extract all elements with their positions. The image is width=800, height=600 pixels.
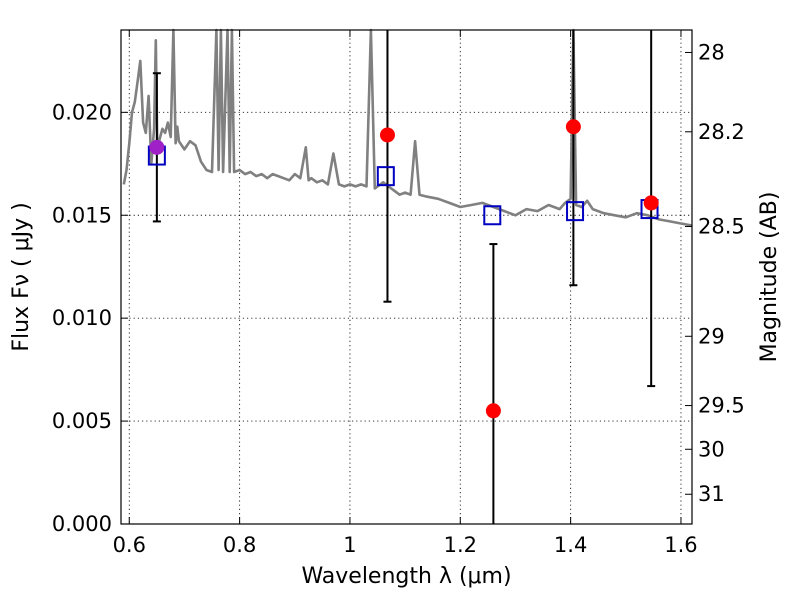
x-tick-label: 0.6 <box>113 533 146 557</box>
observed-point <box>149 139 165 155</box>
magnitude-tick-label: 30 <box>698 437 725 461</box>
x-axis-label: Wavelength λ (μm) <box>301 564 511 589</box>
x-tick-label: 1.2 <box>444 533 477 557</box>
observed-points <box>149 119 659 419</box>
magnitude-tick-label: 29 <box>698 324 725 348</box>
magnitude-tick-label: 28.2 <box>698 120 745 144</box>
right-axis-label: Magnitude (AB) <box>757 192 782 363</box>
magnitude-tick-label: 28.5 <box>698 214 745 238</box>
x-tick-label: 1 <box>343 533 356 557</box>
y-tick-label: 0.005 <box>52 409 112 433</box>
model-photometry-square <box>483 205 502 226</box>
observed-point <box>379 127 395 143</box>
y-tick-label: 0.010 <box>52 306 112 330</box>
magnitude-tick-label: 29.5 <box>698 394 745 418</box>
x-axis-ticks: 0.6 0.8 1 1.2 1.4 1.6 <box>113 30 698 557</box>
plot-frame <box>120 29 693 525</box>
observed-point <box>565 119 581 135</box>
y-tick-label: 0.000 <box>52 512 112 536</box>
x-tick-label: 1.6 <box>664 533 697 557</box>
x-tick-label: 1.4 <box>554 533 587 557</box>
y-axis-ticks: 0.000 0.005 0.010 0.015 0.020 <box>52 100 128 536</box>
observed-point <box>643 195 659 211</box>
model-photometry-square <box>376 166 395 187</box>
y-axis-label: Flux Fν ( μJy ) <box>9 202 34 351</box>
model-spectrum-layer <box>122 28 693 227</box>
magnitude-tick-label: 31 <box>698 482 725 506</box>
model-photometry-square <box>566 201 585 222</box>
y-tick-label: 0.020 <box>52 100 112 124</box>
grid <box>121 30 692 525</box>
x-tick-label: 0.8 <box>223 533 256 557</box>
magnitude-axis-ticks: 28 28.2 28.5 29 29.5 30 31 <box>685 40 745 506</box>
model-spectrum-line <box>122 28 693 227</box>
y-tick-label: 0.015 <box>52 203 112 227</box>
magnitude-tick-label: 28 <box>698 40 725 64</box>
model-photometry-markers <box>147 145 659 226</box>
observed-point <box>485 403 501 419</box>
